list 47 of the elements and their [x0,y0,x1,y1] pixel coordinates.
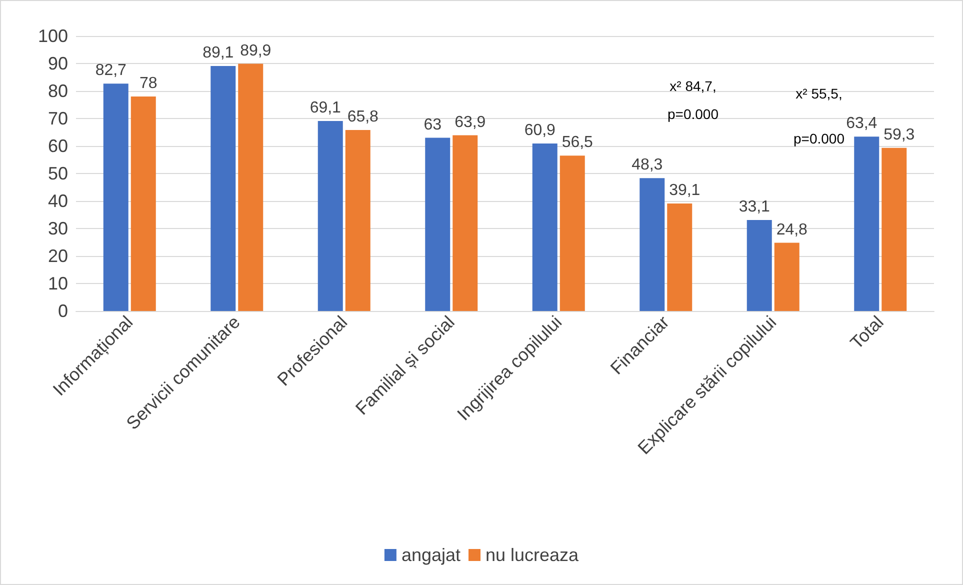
bar [746,220,772,311]
y-tick-label: 50 [48,164,68,184]
legend-label: angajat [401,545,461,565]
y-tick-label: 70 [48,108,68,128]
y-tick-label: 40 [48,191,68,211]
bar [667,203,692,311]
text: x² 55,5, p=0.000 [794,86,844,146]
y-tick-label: 20 [48,246,68,266]
legend-label: nu lucreaza [486,545,580,565]
bar [882,148,907,311]
y-tick-label: 30 [48,218,68,238]
bar [452,135,478,311]
bar [640,178,665,311]
data-label: 63,4 [846,115,878,132]
data-label: 63 [424,116,442,134]
data-label: 24,8 [776,221,808,238]
data-label: 63,9 [454,114,486,131]
bar [560,156,585,311]
bar [210,66,236,311]
data-label: 65,8 [347,108,379,126]
data-label: 78 [139,75,158,92]
data-label: 33,1 [738,198,770,216]
bar [532,144,558,311]
data-label: 59,3 [884,126,915,144]
data-label: 89,9 [240,42,272,60]
data-label: 60,9 [524,122,556,140]
y-tick-label: 100 [38,26,68,46]
y-tick-label: 80 [48,81,68,101]
bar [854,136,880,311]
bar [318,120,343,311]
y-tick-label: 90 [48,54,68,74]
data-label: 56,5 [562,134,594,152]
data-label: 39,1 [669,182,700,199]
data-label: 48,3 [632,156,663,174]
annotation: x² 84,7, p=0.000 [668,78,719,122]
bar [238,64,264,311]
bar [103,84,128,311]
data-label: 89,1 [202,44,234,62]
bar [345,130,370,311]
bar [425,138,450,311]
bar [774,242,800,311]
data-label: 82,7 [95,62,127,80]
y-tick-label: 60 [48,136,68,156]
data-label: 69,1 [310,99,342,116]
bar [130,96,156,311]
y-tick-label: 10 [48,274,68,294]
y-tick-label: 0 [58,301,68,321]
